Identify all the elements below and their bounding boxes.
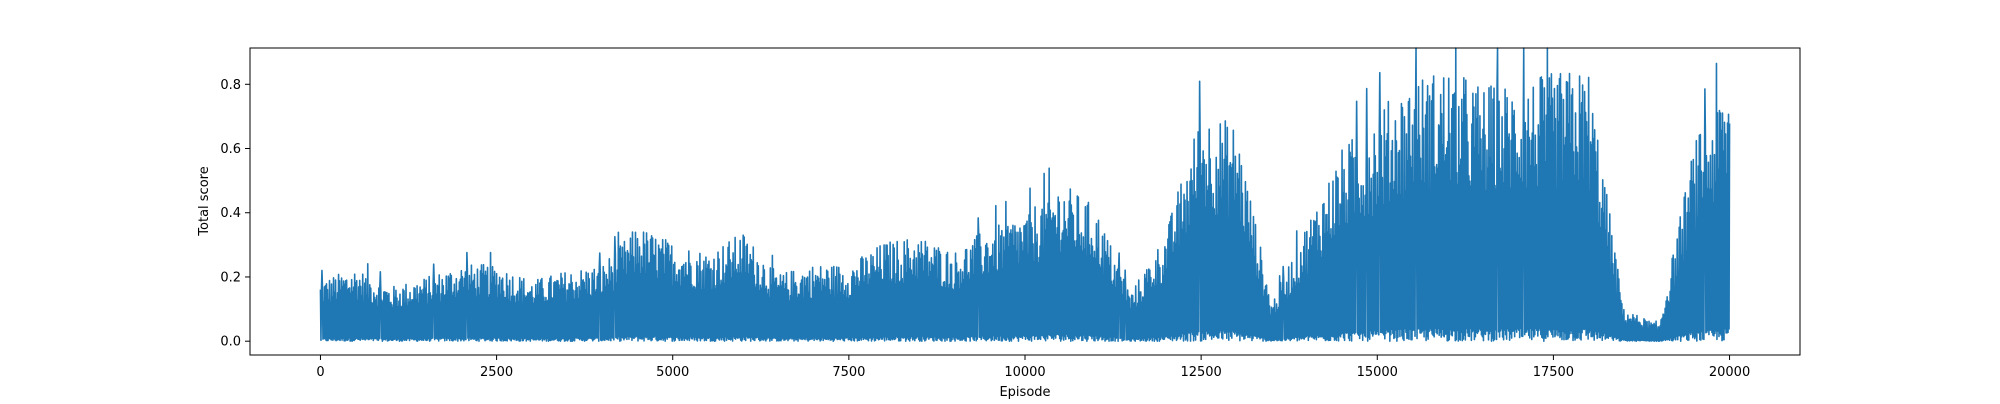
y-tick-label: 0.8	[220, 78, 241, 93]
y-tick-label: 0.2	[220, 270, 241, 285]
x-tick-label: 0	[316, 365, 324, 380]
x-axis: 0 2500 5000 7500 10000 12500 15000 17500 20000	[316, 355, 1750, 380]
y-tick-label: 0.0	[220, 335, 241, 350]
x-axis-label: Episode	[999, 385, 1050, 400]
y-tick-label: 0.4	[220, 206, 241, 221]
x-tick-label: 20000	[1709, 365, 1750, 380]
series-layer	[319, 47, 1731, 342]
y-tick-label: 0.6	[220, 142, 241, 157]
x-tick-label: 10000	[1004, 365, 1045, 380]
x-tick-label: 7500	[832, 365, 865, 380]
x-tick-label: 17500	[1533, 365, 1574, 380]
x-tick-label: 12500	[1180, 365, 1221, 380]
series-line	[319, 47, 1731, 342]
x-tick-label: 5000	[656, 365, 689, 380]
y-axis: 0.0 0.2 0.4 0.6 0.8	[220, 78, 250, 350]
y-axis-label: Total score	[197, 166, 212, 236]
x-tick-label: 15000	[1357, 365, 1398, 380]
x-tick-label: 2500	[480, 365, 513, 380]
